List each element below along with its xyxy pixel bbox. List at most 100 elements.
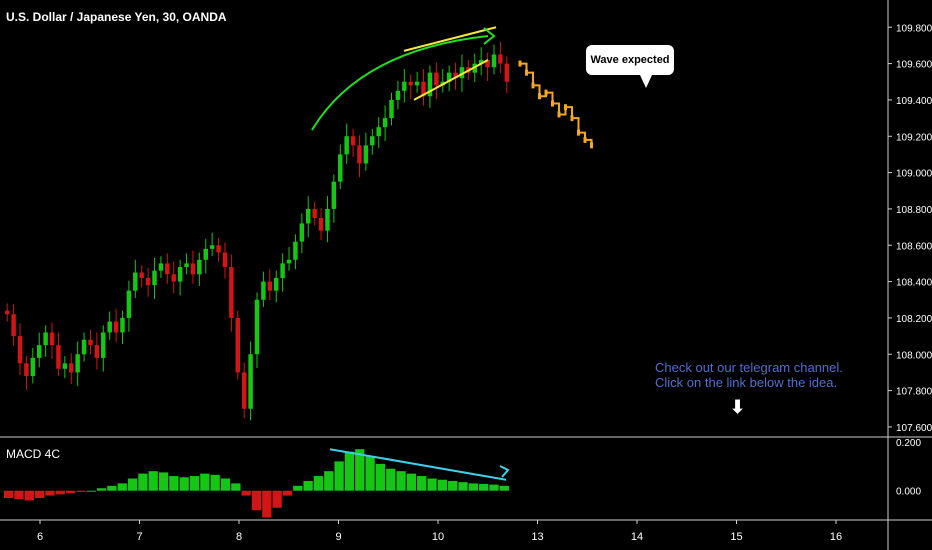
macd-bar [179, 477, 189, 491]
macd-bar [468, 483, 478, 491]
candle-body [357, 145, 362, 164]
candle-body [69, 363, 74, 373]
forecast-line [520, 62, 593, 146]
macd-bar [437, 479, 448, 491]
candle-body [158, 263, 164, 271]
wedge-upper-line [403, 26, 497, 52]
macd-bar [303, 480, 313, 491]
candle-body [485, 59, 490, 68]
forecast-mark [518, 60, 522, 67]
wedge-lower-line [413, 59, 489, 101]
candle-body [459, 67, 465, 79]
forecast-mark [570, 115, 574, 122]
forecast-mark [525, 69, 528, 76]
chart-title: U.S. Dollar / Japanese Yen, 30, OANDA [6, 10, 227, 24]
bubble-pointer [640, 75, 652, 88]
forecast-mark [583, 136, 587, 143]
candle-body [81, 339, 87, 355]
macd-bar [448, 480, 458, 491]
candle-body [145, 277, 151, 286]
candle-body [133, 272, 138, 291]
candle-body [177, 267, 183, 282]
forecast-mark [551, 100, 554, 107]
candle-body [318, 218, 324, 231]
candle-body [389, 99, 394, 119]
candle-body [254, 299, 260, 355]
candle-body [235, 317, 241, 373]
candle-body [280, 263, 285, 278]
macd-bar [272, 490, 282, 508]
candle-body [62, 363, 68, 369]
macd-bar [417, 476, 427, 491]
candle-body [421, 81, 426, 97]
candle-body [293, 241, 298, 260]
candle-body [165, 263, 170, 275]
macd-bar [334, 461, 344, 491]
macd-bar [34, 490, 45, 499]
candle-body [267, 281, 273, 291]
macd-bar [65, 490, 76, 494]
trend-arc [311, 35, 489, 131]
candle-body [325, 208, 330, 231]
y-tick-label: 108.200 [896, 314, 932, 325]
macd-bar [107, 485, 117, 491]
x-tick-label: 6 [37, 531, 43, 543]
macd-bar [241, 490, 251, 496]
macd-bar [262, 490, 272, 518]
x-tick-label: 13 [531, 531, 543, 543]
candle-body [171, 274, 176, 282]
candle-body [24, 363, 29, 377]
candle-body [197, 259, 202, 275]
macd-bar [406, 473, 417, 491]
candle-body [107, 321, 112, 333]
macd-bar [210, 474, 220, 491]
macd-bar [251, 490, 262, 511]
candle-body [190, 263, 196, 275]
trend-arc-arrowhead [483, 27, 496, 45]
candle-body [241, 372, 247, 409]
macd-bar [375, 463, 386, 491]
x-tick-label: 16 [830, 531, 842, 543]
candle-body [30, 357, 36, 377]
candle-body [139, 272, 144, 278]
candle-body [414, 81, 420, 86]
macd-bar [479, 483, 489, 491]
candle-body [17, 336, 23, 364]
macd-bar [76, 490, 86, 492]
candle-body [427, 72, 433, 97]
indicator-title: MACD 4C [6, 447, 61, 461]
y-tick-label: 109.000 [896, 169, 932, 180]
forecast-mark [564, 104, 567, 111]
candle-body [434, 72, 439, 86]
candle-body [446, 72, 452, 82]
candle-body [222, 252, 228, 268]
x-tick-label: 9 [335, 531, 341, 543]
x-tick-label: 7 [136, 531, 142, 543]
y-tick-label: 108.400 [896, 278, 932, 289]
macd-bar [293, 485, 303, 491]
macd-bar [355, 449, 365, 491]
candle-body [273, 277, 279, 291]
candle-body [184, 263, 189, 268]
macd-bar [158, 472, 169, 491]
macd-bar [365, 456, 375, 491]
macd-bar [14, 490, 24, 500]
macd-bar [200, 473, 210, 491]
candle-body [88, 339, 93, 346]
forecast-mark [538, 93, 541, 100]
macd-bar [55, 490, 65, 495]
y-tick-label: 108.800 [896, 205, 932, 216]
macd-bar [313, 476, 324, 491]
x-tick-label: 8 [236, 531, 242, 543]
macd-bar [148, 471, 158, 491]
macd-bar [138, 473, 148, 491]
candle-body [209, 245, 215, 249]
arrow-down-icon: ⬇ [730, 397, 746, 417]
x-tick-label: 15 [730, 531, 742, 543]
forecast-mark [590, 142, 593, 149]
forecast-mark [544, 89, 548, 96]
macd-bar [169, 476, 179, 491]
macd-bar [45, 490, 55, 496]
